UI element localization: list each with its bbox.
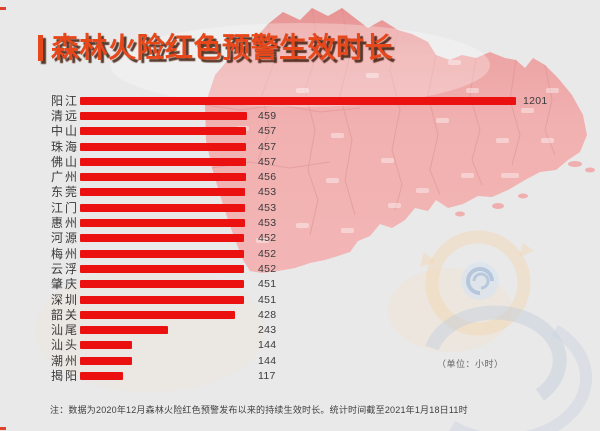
edge-artifact-top: [0, 7, 6, 10]
bar: [80, 173, 246, 182]
category-label: 广州: [50, 170, 79, 185]
bar: [80, 264, 245, 273]
bar: [80, 310, 236, 319]
category-label: 韶关: [50, 307, 79, 322]
category-label: 潮州: [50, 353, 79, 368]
bar: [80, 157, 246, 166]
bar: [80, 142, 246, 151]
typhoon-swirl-logo-icon: [420, 230, 593, 431]
bar-row: 汕尾 243: [0, 322, 600, 337]
bar-chart: 阳江 1201 清远 459 中山 457 珠海 457 佛山 457 广州 456 东莞 453 江门 45…: [0, 93, 600, 384]
category-label: 惠州: [50, 216, 79, 231]
bar-row: 肇庆 451: [0, 277, 600, 292]
bar: [80, 203, 245, 212]
value-label: 453: [258, 186, 277, 199]
value-label: 451: [258, 277, 277, 290]
value-label: 459: [258, 109, 277, 122]
bar-row: 惠州 453: [0, 215, 600, 230]
category-label: 清远: [50, 108, 79, 123]
bar: [80, 280, 244, 289]
category-label: 珠海: [50, 139, 79, 154]
bar-row: 东莞 453: [0, 185, 600, 200]
bar-row: 韶关 428: [0, 307, 600, 322]
value-label: 457: [258, 155, 277, 168]
value-label: 457: [258, 140, 277, 153]
value-label: 457: [258, 124, 277, 137]
unit-label: （单位：小时）: [437, 359, 504, 369]
bar-row: 佛山 457: [0, 154, 600, 169]
category-label: 梅州: [50, 246, 79, 261]
category-label: 云浮: [50, 261, 79, 276]
footnote: 注：数据为2020年12月森林火险红色预警发布以来的持续生效时长。统计时间截至2…: [50, 405, 468, 415]
category-label: 佛山: [50, 154, 79, 169]
edge-artifact-bottom: [0, 427, 6, 430]
value-label: 452: [258, 262, 277, 275]
bar: [80, 295, 244, 304]
value-label: 453: [258, 216, 277, 229]
bar: [80, 356, 133, 365]
bar: [80, 219, 245, 228]
category-label: 汕尾: [50, 323, 79, 338]
bar: [80, 371, 123, 380]
bar-row: 江门 453: [0, 200, 600, 215]
bar: [80, 249, 245, 258]
page-title-text: 森林火险红色预警生效时长: [51, 32, 394, 63]
value-label: 451: [258, 293, 277, 306]
value-label: 452: [258, 247, 277, 260]
bar-row: 潮州 144: [0, 353, 600, 368]
category-label: 江门: [50, 200, 79, 215]
title-accent-bar-icon: [38, 35, 43, 61]
value-label: 117: [258, 369, 276, 382]
value-label: 453: [258, 201, 277, 214]
value-label: 1201: [523, 94, 548, 107]
value-label: 456: [258, 170, 277, 183]
value-label: 452: [258, 232, 277, 245]
bar: [80, 234, 245, 243]
category-label: 肇庆: [50, 277, 79, 292]
bar: [80, 341, 133, 350]
value-label: 144: [258, 339, 277, 352]
bar-row: 清远 459: [0, 108, 600, 123]
value-label: 243: [258, 323, 277, 336]
bar-row: 汕头 144: [0, 338, 600, 353]
category-label: 中山: [50, 124, 79, 139]
bar-row: 梅州 452: [0, 246, 600, 261]
category-label: 汕头: [50, 338, 79, 353]
bar-row: 河源 452: [0, 231, 600, 246]
bar: [80, 111, 247, 120]
bar: [80, 96, 516, 105]
category-label: 深圳: [50, 292, 79, 307]
category-label: 揭阳: [50, 368, 79, 383]
bar-row: 揭阳 117: [0, 368, 600, 383]
value-label: 428: [258, 308, 277, 321]
category-label: 东莞: [50, 185, 79, 200]
bar-row: 阳江 1201: [0, 93, 600, 108]
value-label: 144: [258, 354, 277, 367]
bar-row: 珠海 457: [0, 139, 600, 154]
bar-row: 云浮 452: [0, 261, 600, 276]
guangdong-province-map-icon: [110, 7, 595, 273]
bar: [80, 188, 245, 197]
bar-row: 深圳 451: [0, 292, 600, 307]
bar-row: 中山 457: [0, 124, 600, 139]
category-label: 河源: [50, 231, 79, 246]
bar: [80, 127, 246, 136]
bar-row: 广州 456: [0, 169, 600, 184]
page-title: 森林火险红色预警生效时长: [38, 34, 393, 62]
bar: [80, 326, 169, 335]
category-label: 阳江: [50, 93, 79, 108]
